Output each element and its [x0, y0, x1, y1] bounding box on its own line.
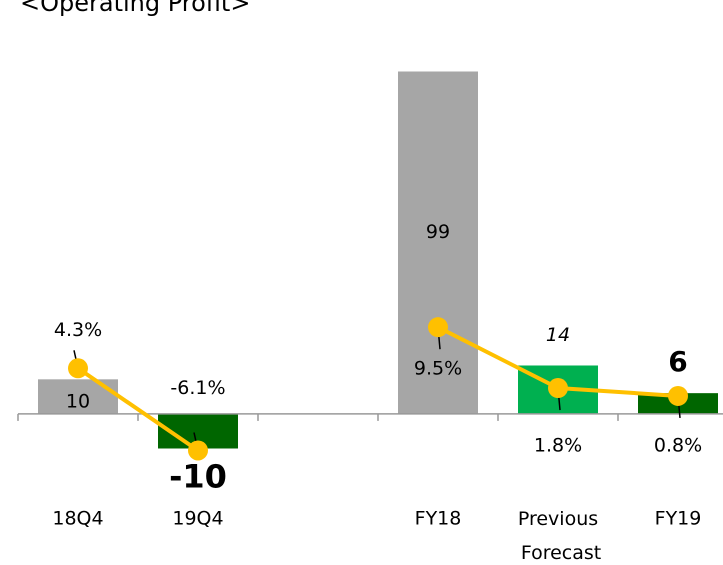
- line-point: [548, 378, 568, 399]
- bar-value-label: 6: [668, 345, 687, 378]
- x-tick-label: FY18: [415, 508, 462, 530]
- x-tick-label: 18Q4: [52, 508, 103, 530]
- line-point: [68, 358, 88, 379]
- x-tick-label: 19Q4: [172, 508, 223, 530]
- bar-value-label: -10: [169, 457, 227, 495]
- bar-value-label: 14: [546, 324, 570, 346]
- line-point: [428, 317, 448, 338]
- line-point: [668, 385, 688, 406]
- line-point: [188, 440, 208, 461]
- bar-value-label: 99: [426, 221, 450, 243]
- line-value-label: 9.5%: [414, 358, 462, 380]
- line-value-label: -6.1%: [170, 377, 225, 399]
- x-tick-label: FY19: [655, 508, 702, 530]
- bar-value-label: 10: [66, 390, 90, 412]
- bar: [398, 71, 478, 414]
- x-tick-label: Previous Forecast: [515, 508, 601, 564]
- chart-title: <Operating Profit>: [20, 0, 250, 17]
- line-value-label: 4.3%: [54, 319, 102, 341]
- line: [76, 325, 679, 453]
- line-value-label: 1.8%: [534, 435, 582, 457]
- line-value-label: 0.8%: [654, 434, 702, 456]
